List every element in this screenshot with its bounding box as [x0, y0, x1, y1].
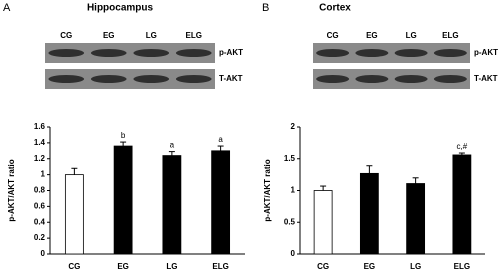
blot-band-label: T-AKT	[219, 74, 243, 83]
blot-band	[394, 49, 428, 57]
blot-band	[355, 75, 389, 83]
y-tick-label: 0	[291, 249, 296, 258]
blot-lane-label: EG	[366, 31, 378, 40]
x-tick-label: CG	[68, 262, 80, 271]
bar	[406, 183, 426, 255]
blot-lane-label: ELG	[186, 31, 202, 40]
y-tick-label: 0.8	[34, 186, 46, 195]
y-tick-label: 0.2	[34, 233, 46, 242]
blot-band	[133, 75, 170, 83]
blot-strip	[45, 43, 215, 63]
blot-band	[394, 75, 428, 83]
panel-label: B	[262, 2, 269, 14]
y-tick-label: 2	[291, 122, 296, 131]
y-tick-label: 0.4	[34, 217, 46, 226]
blot-band-label: T-AKT	[474, 74, 498, 83]
blot-band	[433, 75, 467, 83]
blot-lane-label: CG	[327, 31, 339, 40]
x-tick-label: LG	[166, 262, 177, 271]
blot-band	[48, 75, 85, 83]
bar	[211, 150, 231, 255]
blot-lane-label: LG	[146, 31, 157, 40]
x-tick-label: ELG	[212, 262, 228, 271]
blot-lane-label: LG	[406, 31, 417, 40]
blot-band	[316, 75, 350, 83]
y-tick-label: 1	[41, 170, 46, 179]
y-tick-label: 0.5	[284, 217, 296, 226]
bar	[113, 145, 133, 255]
bar	[359, 172, 379, 255]
panel-title: Hippocampus	[87, 3, 154, 14]
blot-band	[433, 49, 467, 57]
annotation: a	[218, 135, 223, 144]
y-tick-label: 1.2	[34, 154, 46, 163]
blot-band-label: p-AKT	[219, 48, 243, 57]
blot-lane-label: EG	[103, 31, 115, 40]
blot-band-label: p-AKT	[474, 48, 498, 57]
annotation: b	[121, 131, 126, 140]
blot-strip	[45, 69, 215, 89]
blot-band	[90, 75, 127, 83]
y-tick-label: 1	[291, 186, 296, 195]
blot-band	[133, 49, 170, 57]
y-axis-label: p-AKT/AKT ratio	[263, 159, 272, 221]
x-tick-label: CG	[317, 262, 329, 271]
blot-band	[175, 49, 212, 57]
y-tick-label: 0.6	[34, 201, 46, 210]
x-tick-label: ELG	[454, 262, 470, 271]
y-tick-label: 1.5	[284, 154, 296, 163]
blot-strip	[313, 43, 470, 63]
blot-band	[90, 49, 127, 57]
blot-lane-label: CG	[60, 31, 72, 40]
panel-label: A	[3, 2, 11, 14]
annotation: a	[170, 141, 175, 150]
blot-band	[355, 49, 389, 57]
blot-band	[48, 49, 85, 57]
x-tick-label: LG	[410, 262, 421, 271]
x-tick-label: EG	[117, 262, 129, 271]
y-axis-label: p-AKT/AKT ratio	[7, 159, 16, 221]
y-tick-label: 1.6	[34, 122, 46, 131]
bar	[313, 190, 333, 255]
blot-strip	[313, 69, 470, 89]
y-tick-label: 0	[41, 249, 46, 258]
blot-band	[316, 49, 350, 57]
x-tick-label: EG	[364, 262, 376, 271]
y-tick-label: 1.4	[34, 138, 46, 147]
panel-title: Cortex	[319, 3, 351, 14]
blot-lane-label: ELG	[442, 31, 458, 40]
annotation: c,#	[457, 142, 468, 151]
bar	[162, 155, 182, 255]
blot-band	[175, 75, 212, 83]
bar	[452, 154, 472, 255]
bar	[64, 174, 84, 255]
